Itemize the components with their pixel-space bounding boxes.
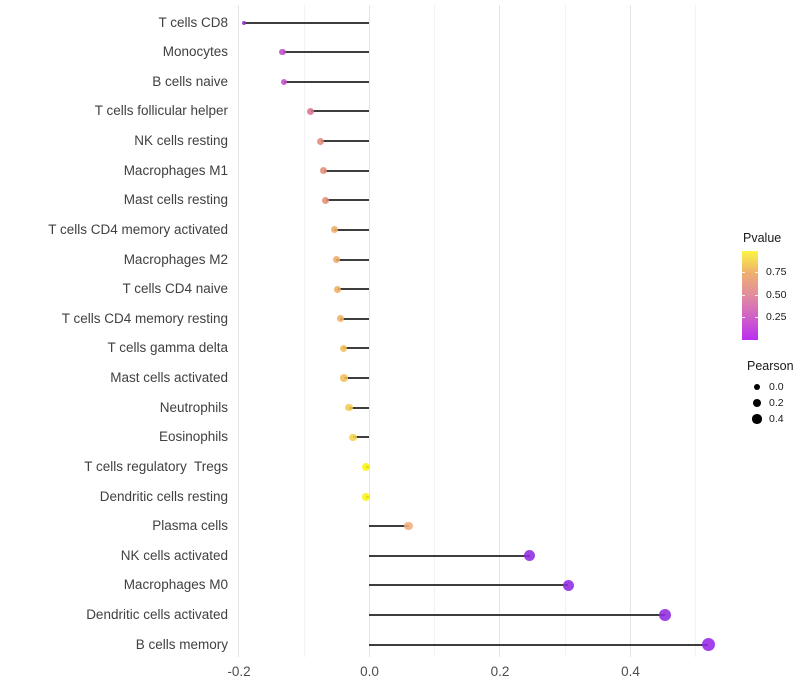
gridline — [564, 5, 566, 657]
pearson-legend-label: 0.4 — [769, 413, 784, 425]
lollipop-dot — [332, 256, 340, 264]
y-axis-label: NK cells activated — [120, 547, 228, 563]
lollipop-stem — [349, 406, 370, 409]
y-axis-label: Dendritic cells resting — [99, 488, 228, 504]
lollipop-stem — [323, 169, 370, 172]
lollipop-dot — [524, 550, 536, 562]
gridline — [499, 5, 501, 657]
pearson-legend-label: 0.2 — [769, 397, 784, 409]
x-axis-tick-label: 0.4 — [621, 664, 640, 679]
y-axis-label: Macrophages M0 — [123, 577, 228, 593]
lollipop-dot — [320, 167, 328, 175]
y-axis-label: Macrophages M2 — [123, 251, 228, 267]
pvalue-tick-label: 0.50 — [766, 288, 787, 301]
lollipop-dot — [361, 462, 370, 471]
x-axis-tick-label: 0.0 — [360, 664, 379, 679]
pearson-legend-dot — [753, 383, 761, 391]
pvalue-tick-label: 0.75 — [766, 266, 787, 278]
gridline — [695, 5, 697, 657]
lollipop-stem — [325, 199, 370, 202]
gradient-tick-mark — [742, 317, 745, 319]
lollipop-dot — [330, 226, 338, 234]
pvalue-tick-label: 0.25 — [766, 311, 787, 324]
pvalue-legend-title: Pvalue — [743, 231, 782, 245]
y-axis-label: Monocytes — [162, 44, 228, 60]
lollipop-stem — [336, 258, 370, 261]
lollipop-dot — [658, 608, 672, 622]
y-axis-label: Plasma cells — [152, 518, 228, 534]
y-axis-label: NK cells resting — [134, 133, 228, 149]
lollipop-dot — [280, 78, 288, 85]
y-axis-label: T cells follicular helper — [94, 103, 228, 119]
y-axis-label: T cells CD4 memory resting — [61, 310, 228, 326]
lollipop-dot — [349, 433, 357, 442]
gradient-tick-mark — [742, 272, 745, 273]
lollipop-dot — [334, 285, 341, 293]
y-axis-label: T cells gamma delta — [107, 340, 228, 356]
gradient-tick-mark — [755, 317, 758, 319]
gradient-tick-mark — [755, 272, 758, 273]
x-axis-tick-label: 0.2 — [490, 664, 510, 679]
lollipop-dot — [242, 20, 247, 25]
y-axis-label: Mast cells resting — [123, 192, 228, 208]
lollipop-stem — [337, 288, 370, 291]
y-axis-label: Macrophages M1 — [123, 162, 228, 178]
lollipop-stem — [369, 554, 530, 557]
lollipop-stem — [282, 51, 370, 54]
lollipop-stem — [340, 317, 370, 320]
lollipop-dot — [362, 492, 371, 501]
lollipop-dot — [336, 315, 344, 323]
gradient-tick-mark — [755, 294, 758, 296]
y-axis-label: T cells CD8 — [158, 14, 228, 30]
y-axis-label: Dendritic cells activated — [86, 607, 228, 623]
lollipop-dot — [701, 638, 715, 652]
y-axis-label: Mast cells activated — [110, 370, 228, 386]
pearson-legend-title: Pearson — [747, 359, 794, 373]
gridline — [238, 5, 240, 657]
lollipop-dot — [307, 107, 315, 115]
y-axis-label: Eosinophils — [158, 429, 228, 445]
pvalue-gradient-bar — [742, 251, 758, 340]
lollipop-dot — [345, 403, 353, 412]
y-axis-label: B cells naive — [152, 73, 228, 89]
gridline — [434, 5, 436, 657]
gridline — [629, 5, 631, 657]
lollipop-stem — [369, 584, 569, 587]
lollipop-stem — [353, 436, 370, 439]
gridline — [303, 5, 305, 657]
y-axis-label: T cells CD4 naive — [122, 281, 228, 297]
y-axis-label: Neutrophils — [159, 399, 228, 415]
lollipop-stem — [369, 614, 666, 617]
lollipop-stem — [310, 110, 370, 113]
lollipop-stem — [369, 525, 409, 528]
lollipop-dot — [322, 196, 330, 204]
lollipop-dot — [279, 48, 286, 56]
gradient-tick-mark — [742, 294, 745, 296]
lollipop-stem — [244, 21, 370, 24]
lollipop-stem — [334, 228, 370, 231]
lollipop-dot — [562, 579, 575, 592]
lollipop-stem — [284, 80, 370, 83]
gridline — [368, 5, 370, 657]
plot-panel — [232, 5, 722, 657]
lollipop-dot — [404, 521, 413, 531]
lollipop-dot — [339, 344, 348, 353]
y-axis-label: T cells regulatory Tregs — [84, 458, 228, 474]
lollipop-stem — [343, 347, 370, 350]
y-axis-label: T cells CD4 memory activated — [48, 221, 228, 237]
pearson-legend-dot — [753, 399, 761, 407]
lollipop-stem — [369, 643, 709, 646]
x-axis-tick-label: -0.2 — [227, 664, 251, 679]
pearson-legend-dot — [752, 414, 762, 424]
lollipop-stem — [320, 140, 370, 143]
lollipop-dot — [340, 374, 348, 382]
lollipop-dot — [317, 137, 325, 145]
lollipop-stem — [344, 377, 370, 380]
y-axis-label: B cells memory — [135, 636, 228, 652]
pearson-legend-label: 0.0 — [769, 381, 784, 393]
